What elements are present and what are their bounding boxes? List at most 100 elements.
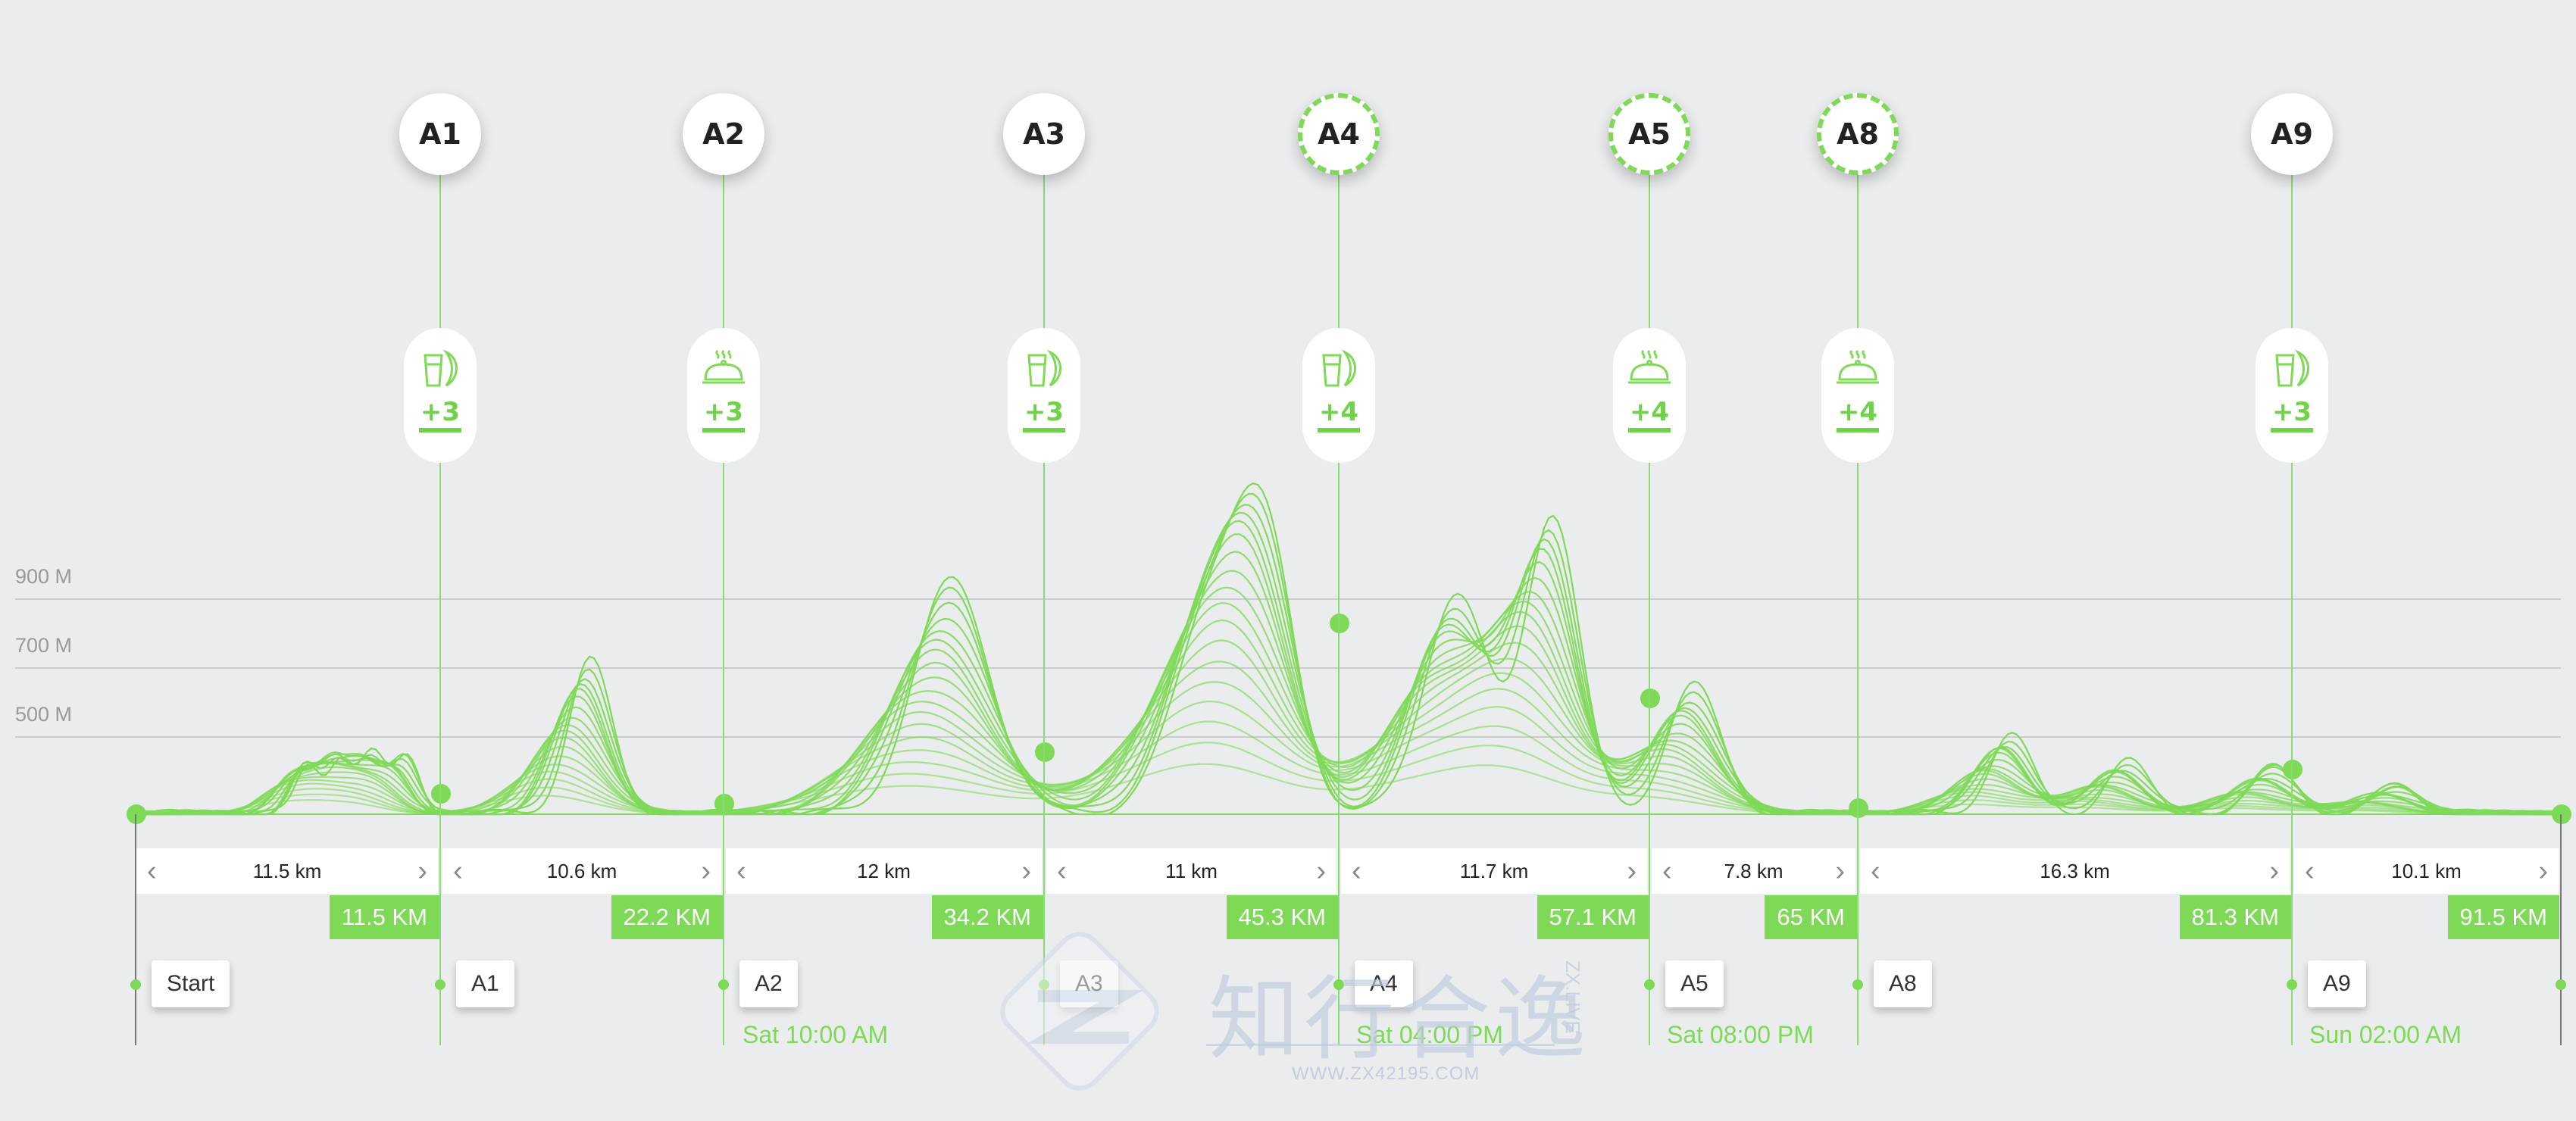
- stop-dot: [435, 979, 445, 990]
- cumulative-badge: 57.1 KM: [1537, 895, 1649, 939]
- food-cloche-icon: [1628, 349, 1671, 384]
- watermark-url: WWW.ZX42195.COM: [1292, 1063, 1480, 1084]
- aid-station-a5[interactable]: A5: [1608, 93, 1690, 175]
- segment-5[interactable]: 11.7 km ‹ ›: [1341, 848, 1647, 894]
- stop-dot: [1644, 979, 1655, 990]
- aid-station-a1[interactable]: A1: [399, 93, 481, 175]
- chevron-left-icon[interactable]: ‹: [1871, 855, 1880, 887]
- drink-banana-icon: [2275, 349, 2309, 387]
- drink-banana-icon: [1027, 349, 1061, 387]
- watermark-side: ZX.LIVE: [1562, 960, 1584, 1034]
- stop-label-a4[interactable]: A4: [1355, 960, 1413, 1007]
- ridgeline: [135, 482, 2559, 816]
- ridgeline: [134, 619, 2559, 816]
- aid-station-a4[interactable]: A4: [1298, 93, 1380, 175]
- elevation-marker: [1330, 614, 1349, 633]
- aid-station-a8[interactable]: A8: [1817, 93, 1899, 175]
- aid-station-a2[interactable]: A2: [683, 93, 764, 175]
- ridgeline: [135, 504, 2558, 816]
- watermark-logo: [977, 909, 1182, 1113]
- time-label-a9: Sun 02:00 AM: [2309, 1021, 2462, 1048]
- chevron-left-icon[interactable]: ‹: [453, 855, 463, 887]
- chevron-left-icon[interactable]: ‹: [736, 855, 746, 887]
- ridgeline: [134, 511, 2558, 816]
- stop-label-a8[interactable]: A8: [1874, 960, 1932, 1007]
- segment-8[interactable]: 10.1 km ‹ ›: [2294, 848, 2559, 894]
- service-count: +3: [2270, 398, 2314, 432]
- segment-1[interactable]: 11.5 km ‹ ›: [136, 848, 438, 894]
- chevron-right-icon[interactable]: ›: [2538, 855, 2548, 887]
- aid-line-a1: [439, 170, 441, 1045]
- aid-station-a9[interactable]: A9: [2251, 93, 2333, 175]
- service-pill-a1[interactable]: +3: [404, 328, 477, 463]
- segment-distance: 7.8 km: [1724, 860, 1784, 882]
- elevation-marker: [1035, 742, 1055, 762]
- elevation-marker: [1640, 689, 1660, 708]
- ridgelines: [134, 482, 2559, 816]
- ridgeline: [134, 520, 2559, 816]
- time-label-a2: Sat 10:00 AM: [742, 1021, 889, 1048]
- chevron-left-icon[interactable]: ‹: [147, 855, 157, 887]
- aid-line-a8: [1857, 170, 1859, 1045]
- elevation-label-900: 900 M: [15, 565, 73, 588]
- segment-distance: 11.7 km: [1459, 860, 1529, 882]
- start-line: [135, 814, 136, 1045]
- stop-dot: [1852, 979, 1863, 990]
- aid-line-a2: [723, 170, 724, 1045]
- service-count: +3: [418, 398, 462, 432]
- chevron-left-icon[interactable]: ‹: [2305, 855, 2315, 887]
- chevron-right-icon[interactable]: ›: [417, 855, 427, 887]
- aid-line-a3: [1043, 170, 1045, 1045]
- chevron-right-icon[interactable]: ›: [701, 855, 711, 887]
- stop-label-a5[interactable]: A5: [1665, 960, 1724, 1007]
- segment-distance: 10.1 km: [2391, 860, 2462, 882]
- service-pill-a4[interactable]: +4: [1302, 328, 1375, 463]
- segment-distance: 11 km: [1165, 860, 1218, 882]
- chevron-left-icon[interactable]: ‹: [1352, 855, 1361, 887]
- stop-label-a2[interactable]: A2: [739, 960, 798, 1007]
- cumulative-badge: 65 KM: [1765, 895, 1857, 939]
- segment-3[interactable]: 12 km ‹ ›: [726, 848, 1042, 894]
- watermark-rule: [1206, 1044, 1555, 1046]
- ridgeline: [134, 660, 2559, 816]
- aid-station-a3[interactable]: A3: [1003, 93, 1085, 175]
- segment-6[interactable]: 7.8 km ‹ ›: [1652, 848, 1855, 894]
- segment-distance: 16.3 km: [2040, 860, 2110, 882]
- aid-line-a5: [1649, 170, 1650, 1045]
- service-pill-a5[interactable]: +4: [1613, 328, 1686, 463]
- service-pill-a2[interactable]: +3: [687, 328, 760, 463]
- service-pill-a8[interactable]: +4: [1821, 328, 1894, 463]
- drink-banana-icon: [424, 349, 458, 387]
- watermark-text: 知行合逸: [1208, 967, 1590, 1073]
- stop-dot: [718, 979, 729, 990]
- chevron-left-icon[interactable]: ‹: [1662, 855, 1672, 887]
- stop-label-a9[interactable]: A9: [2308, 960, 2366, 1007]
- cumulative-badge: 45.3 KM: [1226, 895, 1338, 939]
- chevron-right-icon[interactable]: ›: [1627, 855, 1637, 887]
- ridgeline: [134, 551, 2559, 816]
- service-count: +3: [702, 398, 746, 432]
- service-count: +4: [1317, 398, 1361, 432]
- segment-distance: 10.6 km: [546, 860, 617, 882]
- stop-dot: [130, 979, 141, 990]
- stop-label-a1[interactable]: A1: [456, 960, 514, 1007]
- chevron-right-icon[interactable]: ›: [1021, 855, 1031, 887]
- chevron-left-icon[interactable]: ‹: [1057, 855, 1067, 887]
- service-pill-a3[interactable]: +3: [1008, 328, 1080, 463]
- chevron-right-icon[interactable]: ›: [1835, 855, 1845, 887]
- segment-distance: 12 km: [857, 860, 911, 882]
- segment-2[interactable]: 10.6 km ‹ ›: [442, 848, 721, 894]
- segment-7[interactable]: 16.3 km ‹ ›: [1860, 848, 2290, 894]
- stop-label-start[interactable]: Start: [152, 960, 230, 1007]
- elevation-marker: [2552, 804, 2571, 824]
- elevation-label-500: 500 M: [15, 703, 73, 726]
- elevation-marker: [2283, 760, 2302, 779]
- finish-line: [2560, 814, 2562, 1045]
- chevron-right-icon[interactable]: ›: [1316, 855, 1326, 887]
- stop-dot: [1333, 979, 1344, 990]
- service-pill-a9[interactable]: +3: [2256, 328, 2328, 463]
- chevron-right-icon[interactable]: ›: [2269, 855, 2279, 887]
- segment-4[interactable]: 11 km ‹ ›: [1046, 848, 1336, 894]
